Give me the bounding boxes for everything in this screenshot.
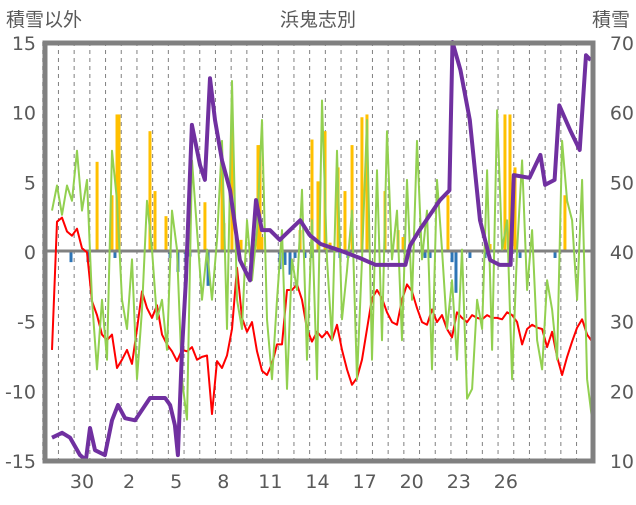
orange-bar — [95, 161, 99, 251]
right-y-tick-label: 40 — [610, 242, 634, 264]
orange-bar — [401, 237, 405, 251]
x-tick-label: 2 — [123, 471, 135, 493]
blue-bar — [283, 251, 287, 265]
blue-bar — [303, 251, 307, 258]
blue-bar — [428, 251, 432, 258]
right-y-tick-label: 30 — [610, 312, 634, 334]
orange-bar — [503, 114, 507, 251]
blue-bar — [69, 251, 73, 263]
blue-bar — [553, 251, 557, 258]
orange-bar — [563, 195, 567, 251]
orange-bar — [153, 191, 157, 251]
blue-bar — [450, 251, 454, 263]
blue-bar — [468, 251, 472, 258]
right-y-tick-label: 60 — [610, 103, 634, 125]
blue-bar — [518, 251, 522, 258]
orange-bar — [258, 145, 262, 251]
orange-bar — [148, 131, 152, 251]
blue-bar — [288, 251, 292, 275]
orange-bar — [513, 167, 517, 251]
x-tick-label: 5 — [170, 471, 182, 493]
x-tick-label: 30 — [70, 471, 94, 493]
orange-bar — [350, 145, 354, 251]
left-y-tick-label: 5 — [24, 172, 36, 194]
orange-bar — [310, 139, 314, 251]
orange-bar — [117, 114, 121, 251]
x-tick-label: 17 — [353, 471, 377, 493]
blue-bar — [113, 251, 117, 258]
x-tick-label: 14 — [305, 471, 329, 493]
blue-bar — [310, 251, 314, 258]
left-y-tick-label: -15 — [5, 451, 36, 473]
right-y-tick-label: 70 — [610, 33, 634, 55]
left-axis-title: 積雪以外 — [6, 9, 82, 31]
x-tick-label: 11 — [258, 471, 282, 493]
orange-bar — [508, 114, 512, 251]
chart-title: 浜鬼志別 — [280, 9, 356, 31]
orange-bar — [360, 117, 364, 252]
orange-bar — [239, 239, 243, 251]
right-y-tick-label: 20 — [610, 381, 634, 403]
orange-bar — [115, 114, 119, 251]
left-y-tick-label: -5 — [17, 312, 36, 334]
green-series-line — [51, 80, 594, 421]
orange-bar — [316, 181, 320, 251]
right-y-tick-label: 50 — [610, 172, 634, 194]
x-tick-label: 20 — [400, 471, 424, 493]
orange-bar — [164, 216, 168, 251]
orange-bar — [230, 114, 234, 251]
right-y-tick-label: 10 — [610, 451, 634, 473]
orange-bar — [110, 195, 114, 251]
x-tick-label: 23 — [447, 471, 471, 493]
orange-bar — [343, 191, 347, 251]
x-tick-label: 8 — [217, 471, 229, 493]
x-tick-label: 26 — [494, 471, 518, 493]
blue-bar — [454, 251, 458, 293]
blue-bar — [423, 251, 427, 258]
orange-bar — [365, 114, 369, 251]
left-y-tick-label: 10 — [12, 103, 36, 125]
orange-bar — [446, 195, 450, 251]
orange-bar — [220, 167, 224, 251]
left-y-tick-label: 15 — [12, 33, 36, 55]
purple-series-line — [51, 40, 593, 462]
left-y-tick-label: 0 — [24, 242, 36, 264]
orange-bar — [260, 237, 264, 251]
blue-bar — [293, 251, 297, 258]
left-y-tick-label: -10 — [5, 381, 36, 403]
plot-frame — [42, 40, 596, 464]
orange-bar — [203, 202, 207, 251]
right-axis-title: 積雪 — [592, 9, 630, 31]
series-lines — [51, 40, 594, 462]
